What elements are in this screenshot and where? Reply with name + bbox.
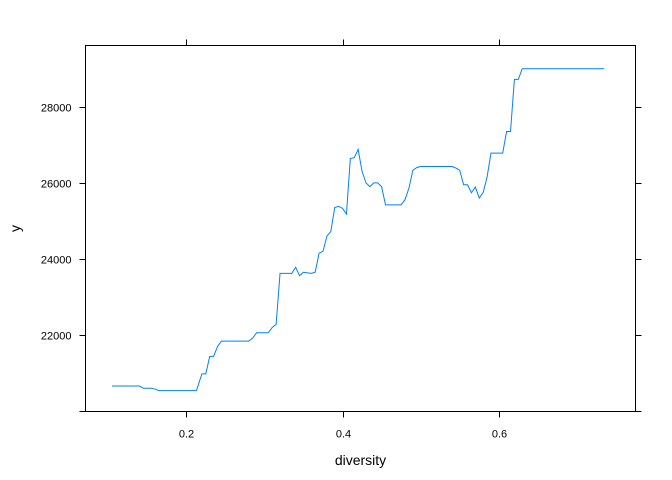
- x-axis: 0.2 0.4 0.6: [179, 39, 507, 441]
- y-axis-title: y: [7, 225, 23, 232]
- series-line: [112, 68, 605, 392]
- x-tick-label: 0.4: [336, 429, 351, 441]
- y-tick-label: 28000: [41, 103, 72, 115]
- x-tick-label: 0.2: [179, 429, 194, 441]
- x-tick-label: 0.6: [492, 429, 507, 441]
- x-axis-title: diversity: [335, 452, 386, 468]
- y-tick-label: 22000: [41, 331, 72, 343]
- y-tick-label: 24000: [41, 255, 72, 267]
- y-axis: 22000 24000 26000 28000: [41, 103, 642, 412]
- plot-frame: [85, 45, 636, 412]
- y-tick-label: 26000: [41, 179, 72, 191]
